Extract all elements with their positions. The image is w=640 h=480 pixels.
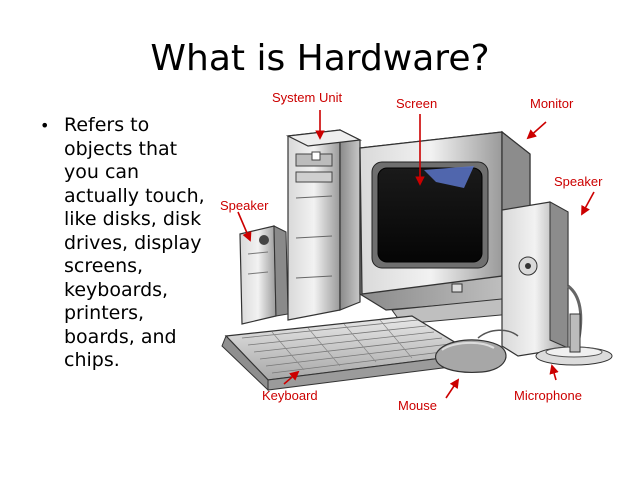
bullet-text: Refers to objects that you can actually … (64, 114, 205, 371)
mouse (435, 329, 519, 373)
slide-title: What is Hardware? (150, 38, 490, 79)
label-arrows (237, 110, 595, 399)
computer-drawing (221, 110, 613, 399)
bullet-item: • Refers to objects that you can actuall… (38, 114, 208, 373)
label-system-unit: System Unit (272, 90, 343, 105)
microphone (535, 284, 613, 366)
system-unit-tower (285, 129, 363, 321)
monitor (359, 130, 531, 325)
label-speaker-left: Speaker (220, 198, 269, 213)
right-speaker (501, 201, 569, 357)
bullet-list: • Refers to objects that you can actuall… (38, 114, 208, 373)
label-keyboard: Keyboard (262, 388, 318, 403)
label-speaker-right: Speaker (554, 174, 603, 189)
computer-hardware-illustration: System Unit Screen Monitor Speaker Speak… (212, 88, 640, 428)
bullet-symbol: • (40, 116, 50, 135)
keyboard (221, 315, 476, 392)
label-microphone: Microphone (514, 388, 582, 403)
label-monitor: Monitor (530, 96, 574, 111)
label-screen: Screen (396, 96, 438, 111)
label-mouse: Mouse (398, 398, 438, 413)
left-speaker (239, 225, 289, 325)
